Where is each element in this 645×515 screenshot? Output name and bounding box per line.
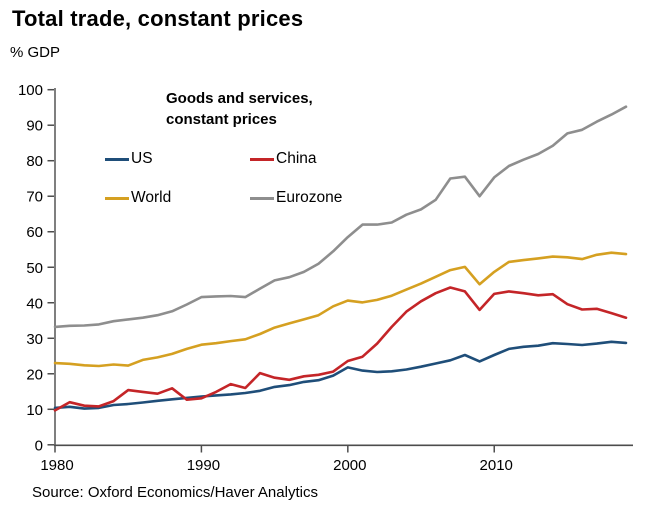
y-tick-label: 0	[35, 437, 43, 454]
legend-label-us: US	[131, 150, 153, 167]
y-tick-label: 50	[26, 260, 43, 277]
legend-label-eurozone: Eurozone	[276, 189, 343, 206]
legend-item-world: World	[105, 189, 250, 207]
y-tick-label: 20	[26, 366, 43, 383]
x-tick-label: 1980	[40, 457, 73, 474]
x-tick-label: 2000	[333, 457, 366, 474]
legend-swatch-eurozone	[250, 196, 274, 200]
y-tick-label: 70	[26, 189, 43, 206]
annotation-line-1: Goods and services,	[166, 90, 313, 107]
x-tick-label: 1990	[187, 457, 220, 474]
y-tick-label: 80	[26, 153, 43, 170]
chart-title: Total trade, constant prices	[12, 6, 304, 31]
y-tick-label: 90	[26, 118, 43, 135]
series-line-eurozone	[53, 105, 628, 329]
legend-swatch-us	[105, 157, 129, 161]
y-tick-label: 60	[26, 224, 43, 241]
legend-item-eurozone: Eurozone	[250, 189, 342, 207]
y-axis-unit-label: % GDP	[10, 44, 61, 61]
legend-swatch-world	[105, 196, 129, 200]
chart-legend: US China World Eurozone	[105, 150, 342, 207]
annotation-line-2: constant prices	[166, 111, 277, 128]
y-tick-label: 40	[26, 295, 43, 312]
x-tick-label: 2010	[480, 457, 513, 474]
legend-item-china: China	[250, 150, 342, 168]
legend-item-us: US	[105, 150, 250, 168]
legend-label-world: World	[131, 189, 172, 206]
chart-annotation: Goods and services, constant prices	[166, 88, 313, 130]
y-tick-label: 10	[26, 402, 43, 419]
legend-swatch-china	[250, 157, 274, 161]
y-tick-label: 30	[26, 331, 43, 348]
legend-label-china: China	[276, 150, 317, 167]
source-text: Source: Oxford Economics/Haver Analytics	[32, 484, 318, 501]
series-line-world	[53, 251, 628, 368]
y-tick-label: 100	[18, 82, 43, 99]
series-line-us	[53, 340, 628, 410]
series-line-china	[53, 286, 628, 412]
